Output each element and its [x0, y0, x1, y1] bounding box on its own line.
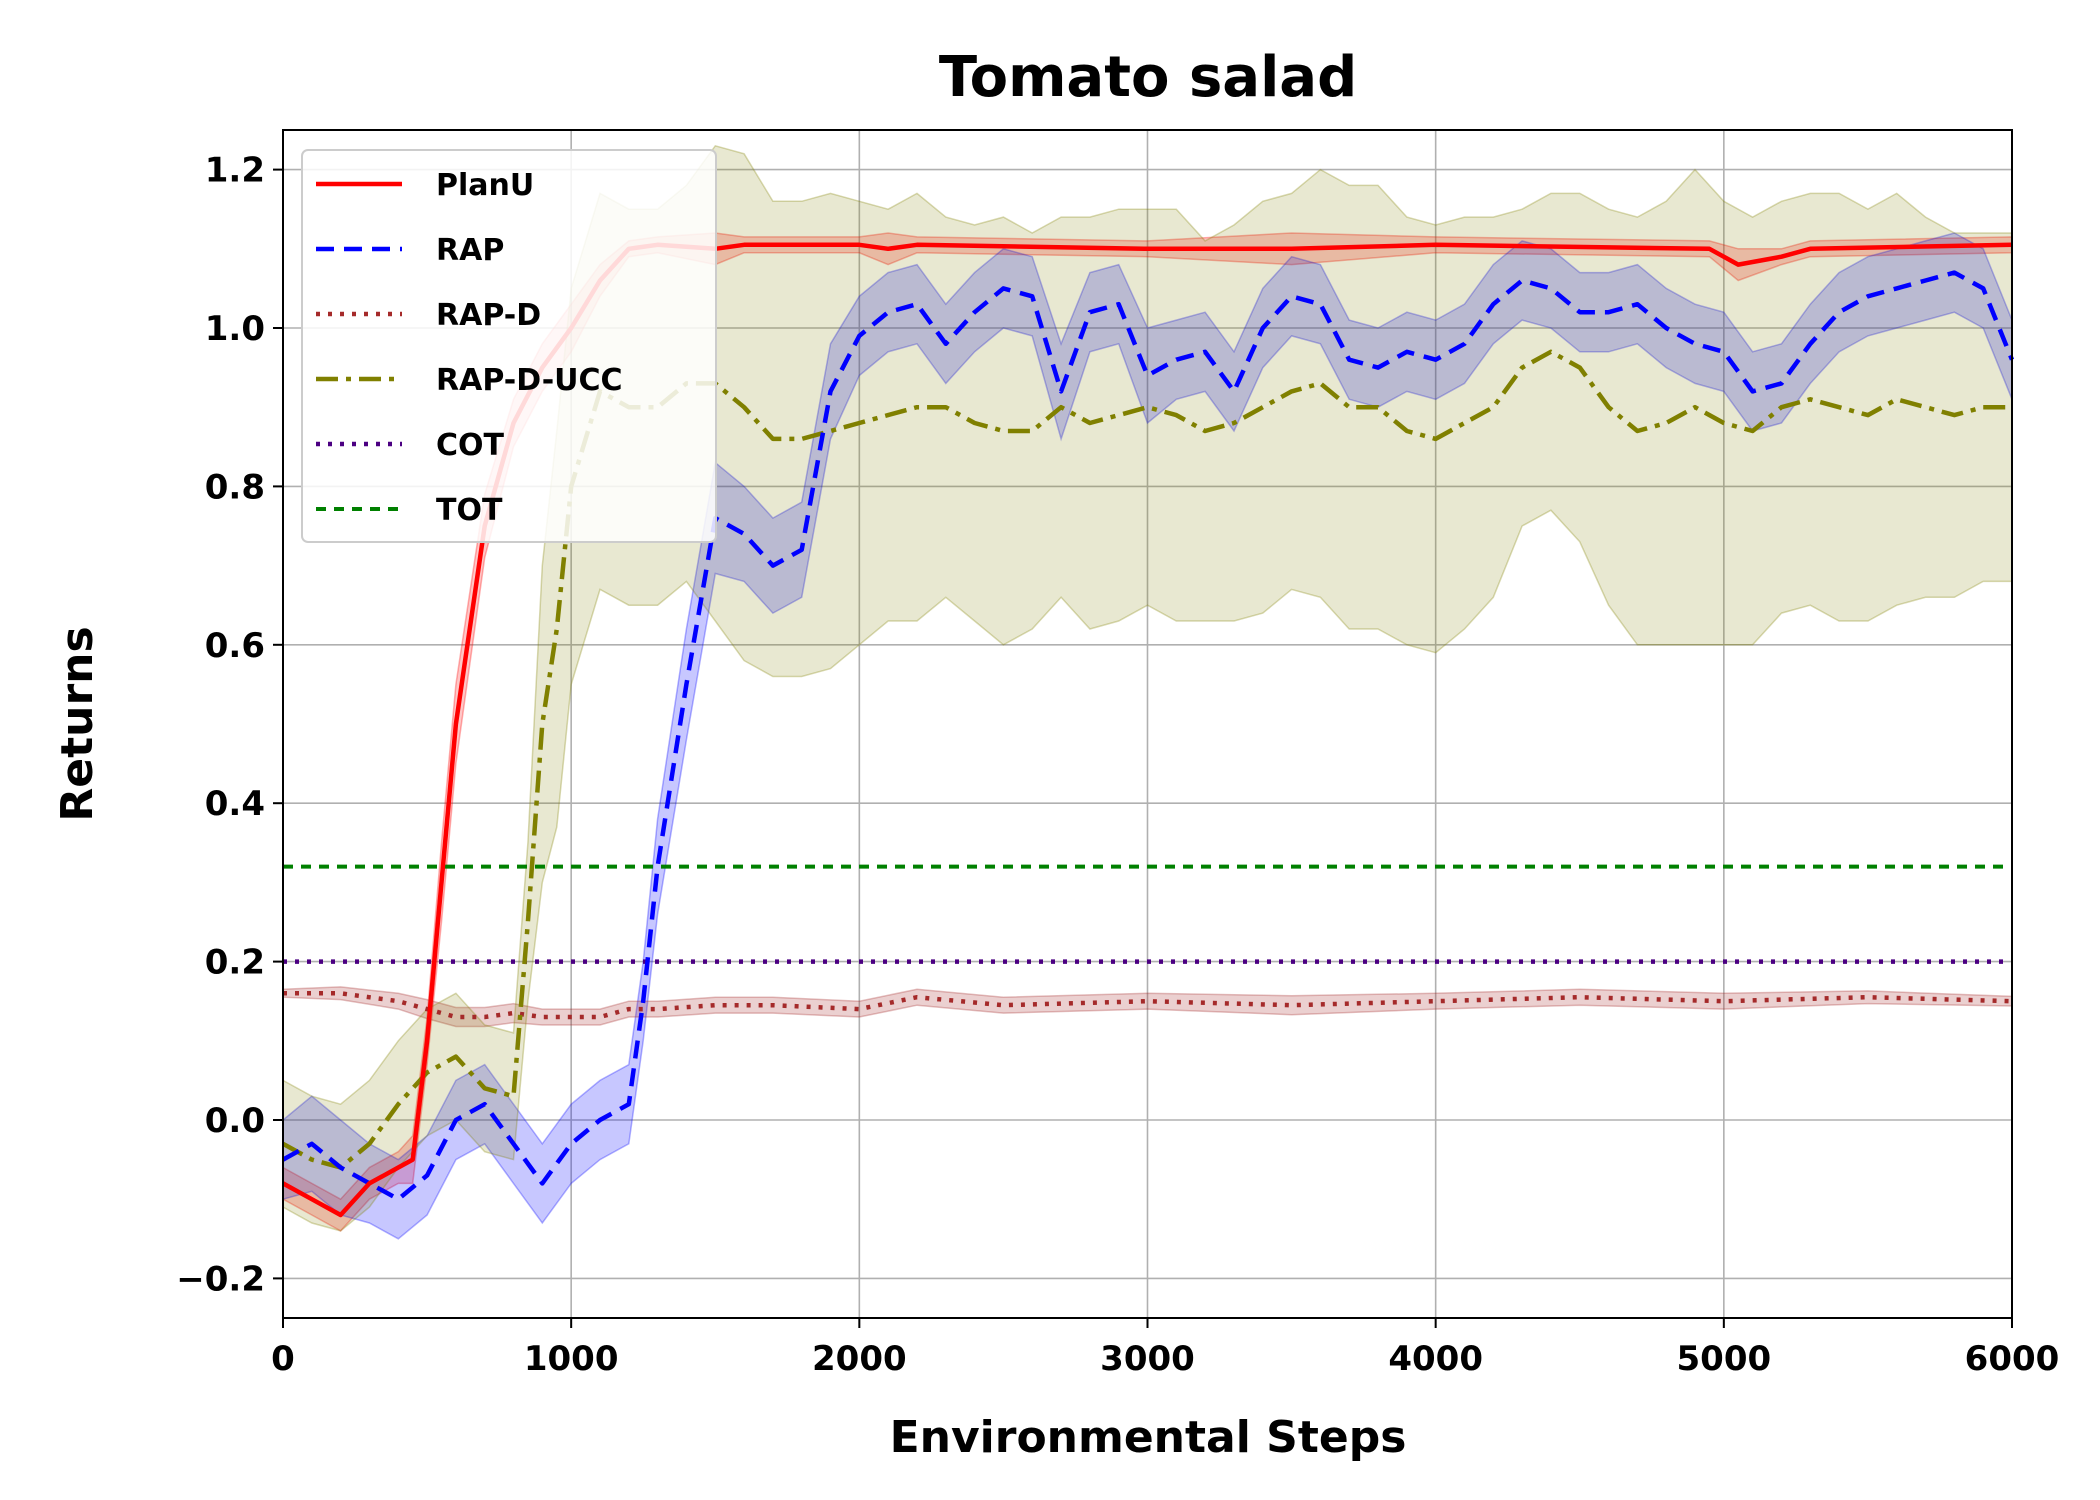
legend-label-planu: PlanU	[436, 168, 534, 203]
x-tick-label: 6000	[1965, 1339, 2060, 1379]
x-axis-ticks: 0 1000 2000 3000 4000 5000 6000	[271, 1318, 2059, 1379]
legend-box	[301, 149, 717, 543]
y-axis-ticks: −0.2 0.0 0.2 0.4 0.6 0.8 1.0 1.2	[176, 151, 283, 1299]
y-tick-label: 1.0	[205, 309, 265, 349]
legend-label-rap-d-ucc: RAP-D-UCC	[436, 363, 623, 398]
x-tick-label: 4000	[1388, 1339, 1483, 1379]
y-tick-label: −0.2	[176, 1259, 265, 1299]
x-tick-label: 0	[271, 1339, 295, 1379]
x-tick-label: 1000	[524, 1339, 619, 1379]
y-tick-label: 1.2	[205, 151, 265, 191]
legend-label-rap-d: RAP-D	[436, 298, 541, 333]
series-lines	[281, 242, 2015, 1218]
legend-label-rap: RAP	[436, 233, 504, 268]
line-rap	[281, 270, 2015, 1202]
x-tick-label: 2000	[812, 1339, 907, 1379]
y-tick-label: 0.6	[205, 626, 265, 666]
legend: PlanU RAP RAP-D RAP-D-UCC COT TOT	[301, 149, 717, 543]
y-tick-label: 0.2	[205, 943, 265, 983]
line-rap-d-ucc	[281, 349, 2012, 1170]
y-tick-label: 0.8	[205, 467, 265, 507]
y-axis-label: Returns	[52, 626, 103, 821]
y-tick-label: 0.0	[205, 1101, 265, 1141]
x-tick-label: 5000	[1677, 1339, 1772, 1379]
chart-title: Tomato salad	[939, 45, 1357, 110]
legend-label-cot: COT	[436, 428, 505, 463]
x-axis-label: Environmental Steps	[890, 1412, 1407, 1463]
y-tick-label: 0.4	[205, 784, 265, 824]
legend-label-tot: TOT	[436, 493, 503, 528]
x-tick-label: 3000	[1100, 1339, 1195, 1379]
line-rap-d	[283, 991, 2013, 1020]
